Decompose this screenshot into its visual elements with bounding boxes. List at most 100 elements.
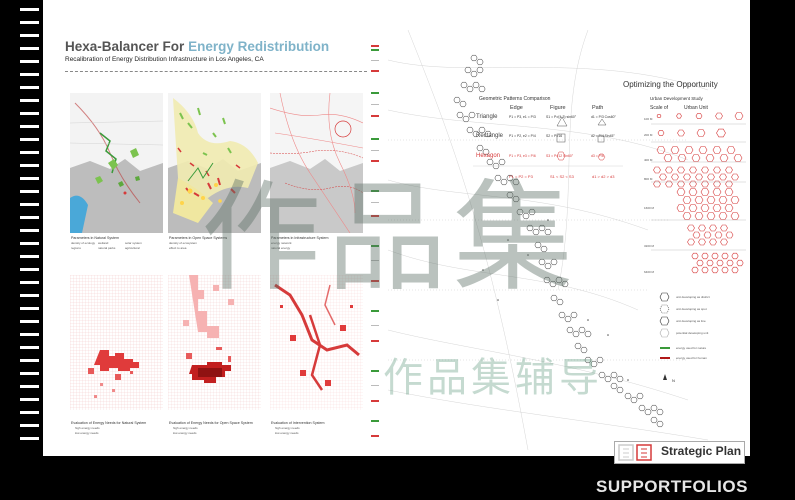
hexagon-cell xyxy=(482,148,490,156)
hexagon-cell xyxy=(578,326,586,334)
scale-hexagon xyxy=(677,180,685,188)
hexagon-cell xyxy=(476,58,484,66)
hexagon-cell xyxy=(486,158,494,166)
legend-item: density of ecosystem xyxy=(169,241,198,245)
legend-item: high energy needs xyxy=(173,426,198,430)
rectangle-figure: S2 = P²/16 xyxy=(546,134,563,138)
hexagon-cell xyxy=(596,356,604,364)
row-triangle-label: Triangle xyxy=(476,114,498,120)
scale-hexagon xyxy=(730,212,740,220)
scale-hexagon xyxy=(676,204,686,212)
scale-hexagon xyxy=(677,154,687,162)
legend-item: regions xyxy=(71,246,81,250)
geometry-heading: Geometric Patterns Comparison xyxy=(479,96,551,102)
scale-hexagon xyxy=(698,146,708,154)
hexagon-cell xyxy=(610,382,618,390)
hexagon-cell xyxy=(550,294,558,302)
scale-hexagon xyxy=(709,224,717,232)
hexagon-cell xyxy=(590,360,598,368)
scale-row-label: 800 M xyxy=(644,177,653,181)
legend-item: low energy needs xyxy=(275,431,299,435)
scale-hexagon xyxy=(726,146,736,154)
scale-hexagon xyxy=(665,166,673,174)
legend-district: unit developing as district xyxy=(676,295,710,299)
hexagon-cell xyxy=(616,375,624,383)
rectangle-edge: P1 = P2, e2 = P/4 xyxy=(509,134,536,138)
legend-line: unit developing as line xyxy=(676,319,706,323)
poster-title-accent: Energy Redistribution xyxy=(188,39,330,54)
hexagon-figure: S3 = P²/12 Sin60° xyxy=(546,154,574,158)
caption-natural-parameters: Parameters in Natural System xyxy=(71,236,119,240)
scale-hexagon xyxy=(653,180,661,188)
map-natural-system xyxy=(70,93,163,233)
unit-label: Urban Unit xyxy=(684,105,708,111)
scale-hexagon xyxy=(682,196,692,204)
legend-item: low energy needs xyxy=(75,431,99,435)
legend-item: natural parks xyxy=(98,246,116,250)
hexagon-cell xyxy=(636,392,644,400)
poster-board: Hexa-Balancer For Energy Redistribution … xyxy=(43,0,750,456)
poster-title-main: Hexa-Balancer For xyxy=(65,39,185,54)
scale-hexagon xyxy=(671,173,679,181)
hexagon-cell xyxy=(650,404,658,412)
scale-hexagon xyxy=(657,130,665,136)
scale-row-label: 1600 M xyxy=(644,206,655,210)
north-arrow-label: N xyxy=(672,378,675,383)
hexagon-cell xyxy=(462,115,470,123)
caption-infrastructure-parameters: Parameters in Infrastructure System xyxy=(271,236,329,240)
scale-hexagon xyxy=(724,204,734,212)
watermark-large: 作品集 xyxy=(201,169,579,308)
legend-human-energy: energy used for human xyxy=(676,356,707,360)
scale-label: Scale of xyxy=(650,105,669,111)
scale-hexagon xyxy=(736,259,744,267)
hexagon-cell xyxy=(526,224,534,232)
hexagon-cell xyxy=(584,356,592,364)
scale-hexagon xyxy=(682,212,692,220)
scale-hexagon xyxy=(713,180,721,188)
scale-hexagon xyxy=(716,259,724,267)
column-edge: Edge xyxy=(510,105,523,111)
hexagon-cell xyxy=(558,311,566,319)
hexagon-cell xyxy=(453,96,461,104)
caption-open-space-evaluation: Evaluation of Energy Needs for Open Spac… xyxy=(169,421,253,425)
title-divider xyxy=(65,71,367,72)
hexagon-cell xyxy=(532,228,540,236)
hexagon-cell xyxy=(468,111,476,119)
scale-hexagon xyxy=(698,224,706,232)
map-open-space-system xyxy=(168,93,261,233)
scale-hexagon xyxy=(700,188,710,196)
hexagon-cell xyxy=(580,346,588,354)
hexagon-cell xyxy=(544,262,552,270)
legend-spot: unit developing as spot xyxy=(676,307,707,311)
scale-hexagon xyxy=(691,252,699,260)
legend-item: density of ecology xyxy=(71,241,96,245)
hexagon-cell xyxy=(476,66,484,74)
hexagon-cell xyxy=(561,280,569,288)
hexagon-cell xyxy=(598,371,606,379)
scale-hexagon xyxy=(701,252,709,260)
hexagon-path: d3 = P/6 xyxy=(591,154,604,158)
hexagon-cell xyxy=(470,54,478,62)
scale-hexagon xyxy=(689,180,697,188)
opportunity-study: Urban Development Study xyxy=(650,96,703,101)
scale-hexagon xyxy=(694,196,704,204)
scale-hexagon xyxy=(677,166,685,174)
caption-open-space-parameters: Parameters in Open Space Systems xyxy=(169,236,228,240)
scale-hexagon xyxy=(696,259,704,267)
scale-hexagon xyxy=(713,166,721,174)
legend-item: low energy needs xyxy=(173,431,197,435)
scale-hexagon xyxy=(720,238,728,246)
scale-hexagon xyxy=(688,188,698,196)
hexagon-cell xyxy=(604,375,612,383)
hexagon-cell xyxy=(574,342,582,350)
scale-row-label: 100 M xyxy=(644,117,653,121)
hexagon-cell xyxy=(564,315,572,323)
row-hexagon-label: Hexagon xyxy=(476,153,501,159)
scale-hexagon xyxy=(695,113,703,119)
triangle-figure: S1 = P²/(4·3)·sin60° xyxy=(546,115,577,119)
strategic-plan-label: Strategic Plan xyxy=(661,444,742,458)
scale-hexagon xyxy=(733,154,743,162)
hexagon-cell xyxy=(528,208,536,216)
scale-hexagon xyxy=(725,180,733,188)
hexagon-cell xyxy=(656,420,664,428)
